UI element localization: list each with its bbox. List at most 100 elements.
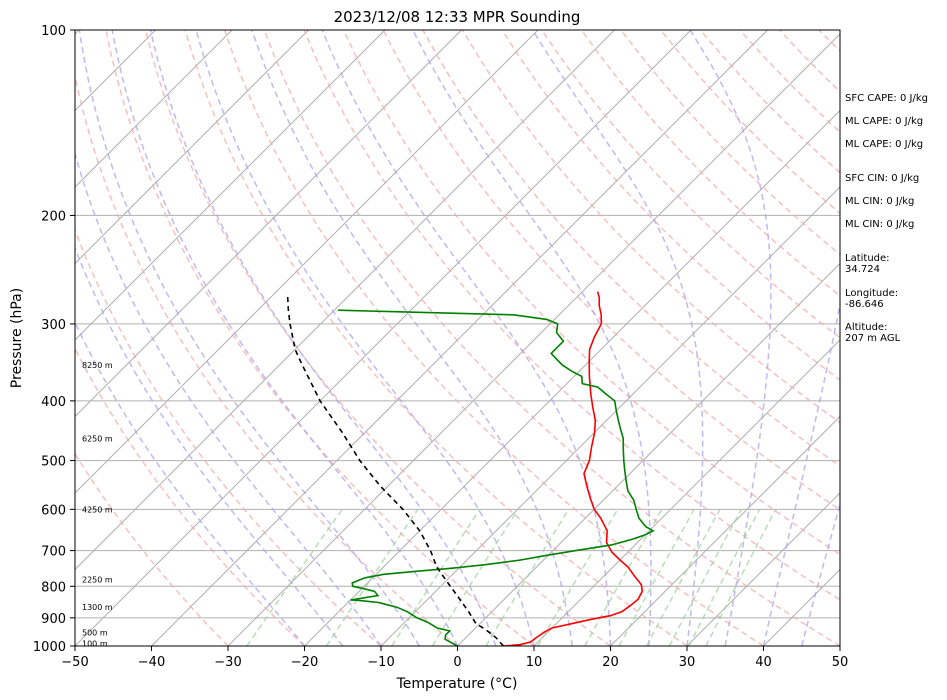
x-tick-label: 10 (526, 655, 543, 670)
height-label: 4250 m (82, 505, 113, 514)
y-tick-label: 900 (41, 612, 66, 627)
moist-adiabat (111, 30, 459, 646)
x-axis-label: Temperature (°C) (396, 676, 518, 692)
x-tick-label: 50 (832, 655, 849, 670)
y-tick-label: 600 (41, 503, 66, 518)
dry-adiabat (422, 30, 840, 467)
ml-cin-label-2: ML CIN: 0 J/kg (845, 219, 915, 230)
isotherm-gridline (75, 30, 386, 341)
dry-adiabat (75, 73, 458, 646)
moist-adiabat (321, 30, 612, 646)
mixing-ratio-line (584, 508, 663, 646)
y-axis-label: Pressure (hPa) (9, 288, 25, 388)
plot-frame (74, 29, 841, 647)
isotherm-gridline (533, 339, 840, 646)
x-tick-label: 30 (679, 655, 696, 670)
latitude-label: Latitude: 34.724 (845, 253, 890, 275)
y-tick-label: 800 (41, 580, 66, 595)
dry-adiabat (105, 30, 535, 646)
mixing-ratio-line (246, 508, 343, 646)
mixing-ratio-line (391, 508, 481, 646)
height-label: 2250 m (82, 576, 113, 585)
x-tick-label: −30 (214, 655, 241, 670)
y-tick-label: 1000 (33, 640, 66, 655)
dewpoint-profile-line (338, 309, 655, 646)
isotherm-gridline (610, 415, 840, 646)
dry-adiabat (382, 30, 840, 511)
isotherm-gridline (227, 33, 840, 646)
isotherm-gridline (151, 30, 768, 646)
dry-adiabat (342, 30, 840, 556)
chart-title: 2023/12/08 12:33 MPR Sounding (334, 8, 581, 26)
dry-adiabat (580, 30, 840, 297)
height-label: 6250 m (82, 434, 113, 443)
dry-adiabat (184, 30, 688, 646)
altitude-label: Altitude: 207 m AGL (845, 322, 901, 344)
x-tick-label: −20 (291, 655, 318, 670)
x-tick-label: 0 (453, 655, 461, 670)
y-tick-label: 100 (41, 24, 66, 39)
x-tick-label: −10 (367, 655, 394, 670)
moist-adiabat (75, 151, 382, 646)
isotherm-gridline (0, 30, 3, 646)
y-tick-label: 300 (41, 318, 66, 333)
moist-adiabat (762, 300, 840, 646)
y-tick-label: 700 (41, 545, 66, 560)
dry-adiabat (303, 30, 840, 601)
y-tick-label: 500 (41, 455, 66, 470)
y-tick-label: 200 (41, 209, 66, 224)
moist-adiabat (532, 30, 704, 646)
ml-cape-label-2: ML CAPE: 0 J/kg (845, 139, 924, 150)
dry-adiabat (223, 30, 764, 646)
height-label: 500 m (82, 628, 108, 637)
mixing-ratio-line (325, 508, 419, 646)
isotherm-gridline (75, 30, 539, 494)
dry-adiabat (75, 452, 229, 646)
height-label: 1300 m (82, 603, 113, 612)
moist-adiabat (195, 30, 535, 646)
mixing-ratio-line (645, 508, 721, 646)
moist-adiabat (801, 502, 840, 646)
temperature-profile-line (503, 291, 644, 646)
isotherm-gridline (75, 30, 692, 646)
isotherm-gridline (457, 262, 840, 646)
x-tick-label: −50 (61, 655, 88, 670)
moist-adiabat (689, 30, 772, 646)
isotherm-gridline (75, 30, 309, 265)
moist-adiabat (149, 30, 497, 646)
mixing-ratio-line (537, 508, 619, 646)
dry-adiabat (75, 347, 306, 646)
height-label: 8250 m (82, 361, 113, 370)
moist-adiabat (251, 30, 574, 646)
moist-adiabat (78, 30, 420, 646)
mixing-ratio-line (668, 508, 742, 646)
mixing-ratio-line (618, 508, 695, 646)
isotherm-gridline (75, 30, 233, 188)
dry-adiabat (938, 30, 947, 646)
sfc-cape-label: SFC CAPE: 0 J/kg (845, 93, 928, 104)
moist-adiabat (75, 246, 344, 646)
dry-adiabat (144, 30, 611, 646)
isotherm-gridline (304, 109, 840, 646)
height-label: 100 m (82, 639, 108, 648)
mixing-ratio-line (705, 508, 777, 646)
ml-cape-label: ML CAPE: 0 J/kg (845, 116, 924, 127)
x-tick-label: 40 (755, 655, 772, 670)
isotherm-gridline (75, 30, 462, 418)
moist-adiabat (412, 30, 652, 646)
mixing-ratio-line (431, 508, 519, 646)
x-tick-label: −40 (138, 655, 165, 670)
dry-adiabat (75, 228, 382, 646)
dry-adiabat (263, 30, 840, 646)
x-tick-label: 20 (602, 655, 619, 670)
mixing-ratio-line (688, 508, 761, 646)
isotherm-gridline (75, 30, 615, 571)
parcel-profile-line (286, 295, 504, 646)
sfc-cin-label: SFC CIN: 0 J/kg (845, 173, 920, 184)
y-tick-label: 400 (41, 395, 66, 410)
longitude-label: Longitude: -86.646 (845, 288, 899, 310)
mixing-ratio-line (485, 508, 570, 646)
isotherm-gridline (380, 186, 840, 646)
ml-cin-label: ML CIN: 0 J/kg (845, 196, 915, 207)
